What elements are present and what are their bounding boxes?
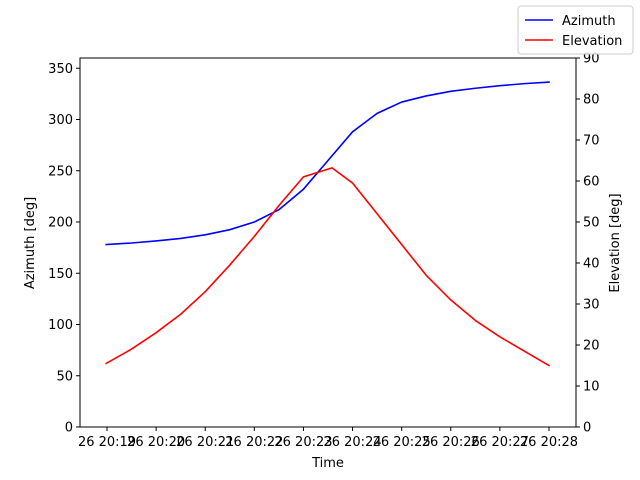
right-y-tick-label: 10 bbox=[583, 380, 600, 395]
right-y-tick-label: 90 bbox=[583, 52, 600, 67]
right-y-tick-label: 0 bbox=[583, 421, 591, 436]
left-y-tick-label: 200 bbox=[48, 216, 73, 231]
right-y-tick-label: 40 bbox=[583, 257, 600, 272]
series-line-azimuth bbox=[105, 81, 550, 246]
legend-label-elevation: Elevation bbox=[562, 34, 622, 49]
right-axis-title: Elevation [deg] bbox=[608, 193, 623, 292]
x-tick-label: 26 20:20 bbox=[127, 435, 185, 450]
right-y-tick-label: 50 bbox=[583, 216, 600, 231]
plot-frame bbox=[79, 57, 577, 428]
right-y-tick-label: 80 bbox=[583, 93, 600, 108]
legend-label-azimuth: Azimuth bbox=[562, 14, 616, 29]
x-tick-label: 26 20:27 bbox=[471, 435, 529, 450]
x-tick-label: 26 20:22 bbox=[225, 435, 283, 450]
plot-area bbox=[105, 81, 551, 367]
left-y-tick-label: 300 bbox=[48, 113, 73, 128]
x-tick-label: 26 20:19 bbox=[78, 435, 136, 450]
x-axis-title: Time bbox=[311, 456, 344, 471]
right-y-tick-label: 70 bbox=[583, 134, 600, 149]
legend: Azimuth Elevation bbox=[517, 5, 634, 55]
x-tick-label: 26 20:25 bbox=[373, 435, 431, 450]
left-y-tick-label: 250 bbox=[48, 164, 73, 179]
x-tick-label: 26 20:28 bbox=[520, 435, 578, 450]
left-axis-title: Azimuth [deg] bbox=[23, 197, 38, 289]
x-tick-label: 26 20:24 bbox=[323, 435, 381, 450]
x-tick-label: 26 20:26 bbox=[422, 435, 480, 450]
legend-box bbox=[517, 5, 634, 55]
left-y-tick-label: 50 bbox=[56, 369, 73, 384]
left-y-tick-label: 100 bbox=[48, 318, 73, 333]
right-y-tick-label: 20 bbox=[583, 339, 600, 354]
right-y-tick-label: 30 bbox=[583, 298, 600, 313]
left-y-tick-label: 150 bbox=[48, 267, 73, 282]
left-y-tick-label: 350 bbox=[48, 62, 73, 77]
right-y-tick-label: 60 bbox=[583, 175, 600, 190]
left-y-tick-label: 0 bbox=[65, 421, 73, 436]
x-tick-label: 26 20:23 bbox=[274, 435, 332, 450]
x-tick-label: 26 20:21 bbox=[176, 435, 234, 450]
series-line-elevation bbox=[105, 167, 551, 367]
